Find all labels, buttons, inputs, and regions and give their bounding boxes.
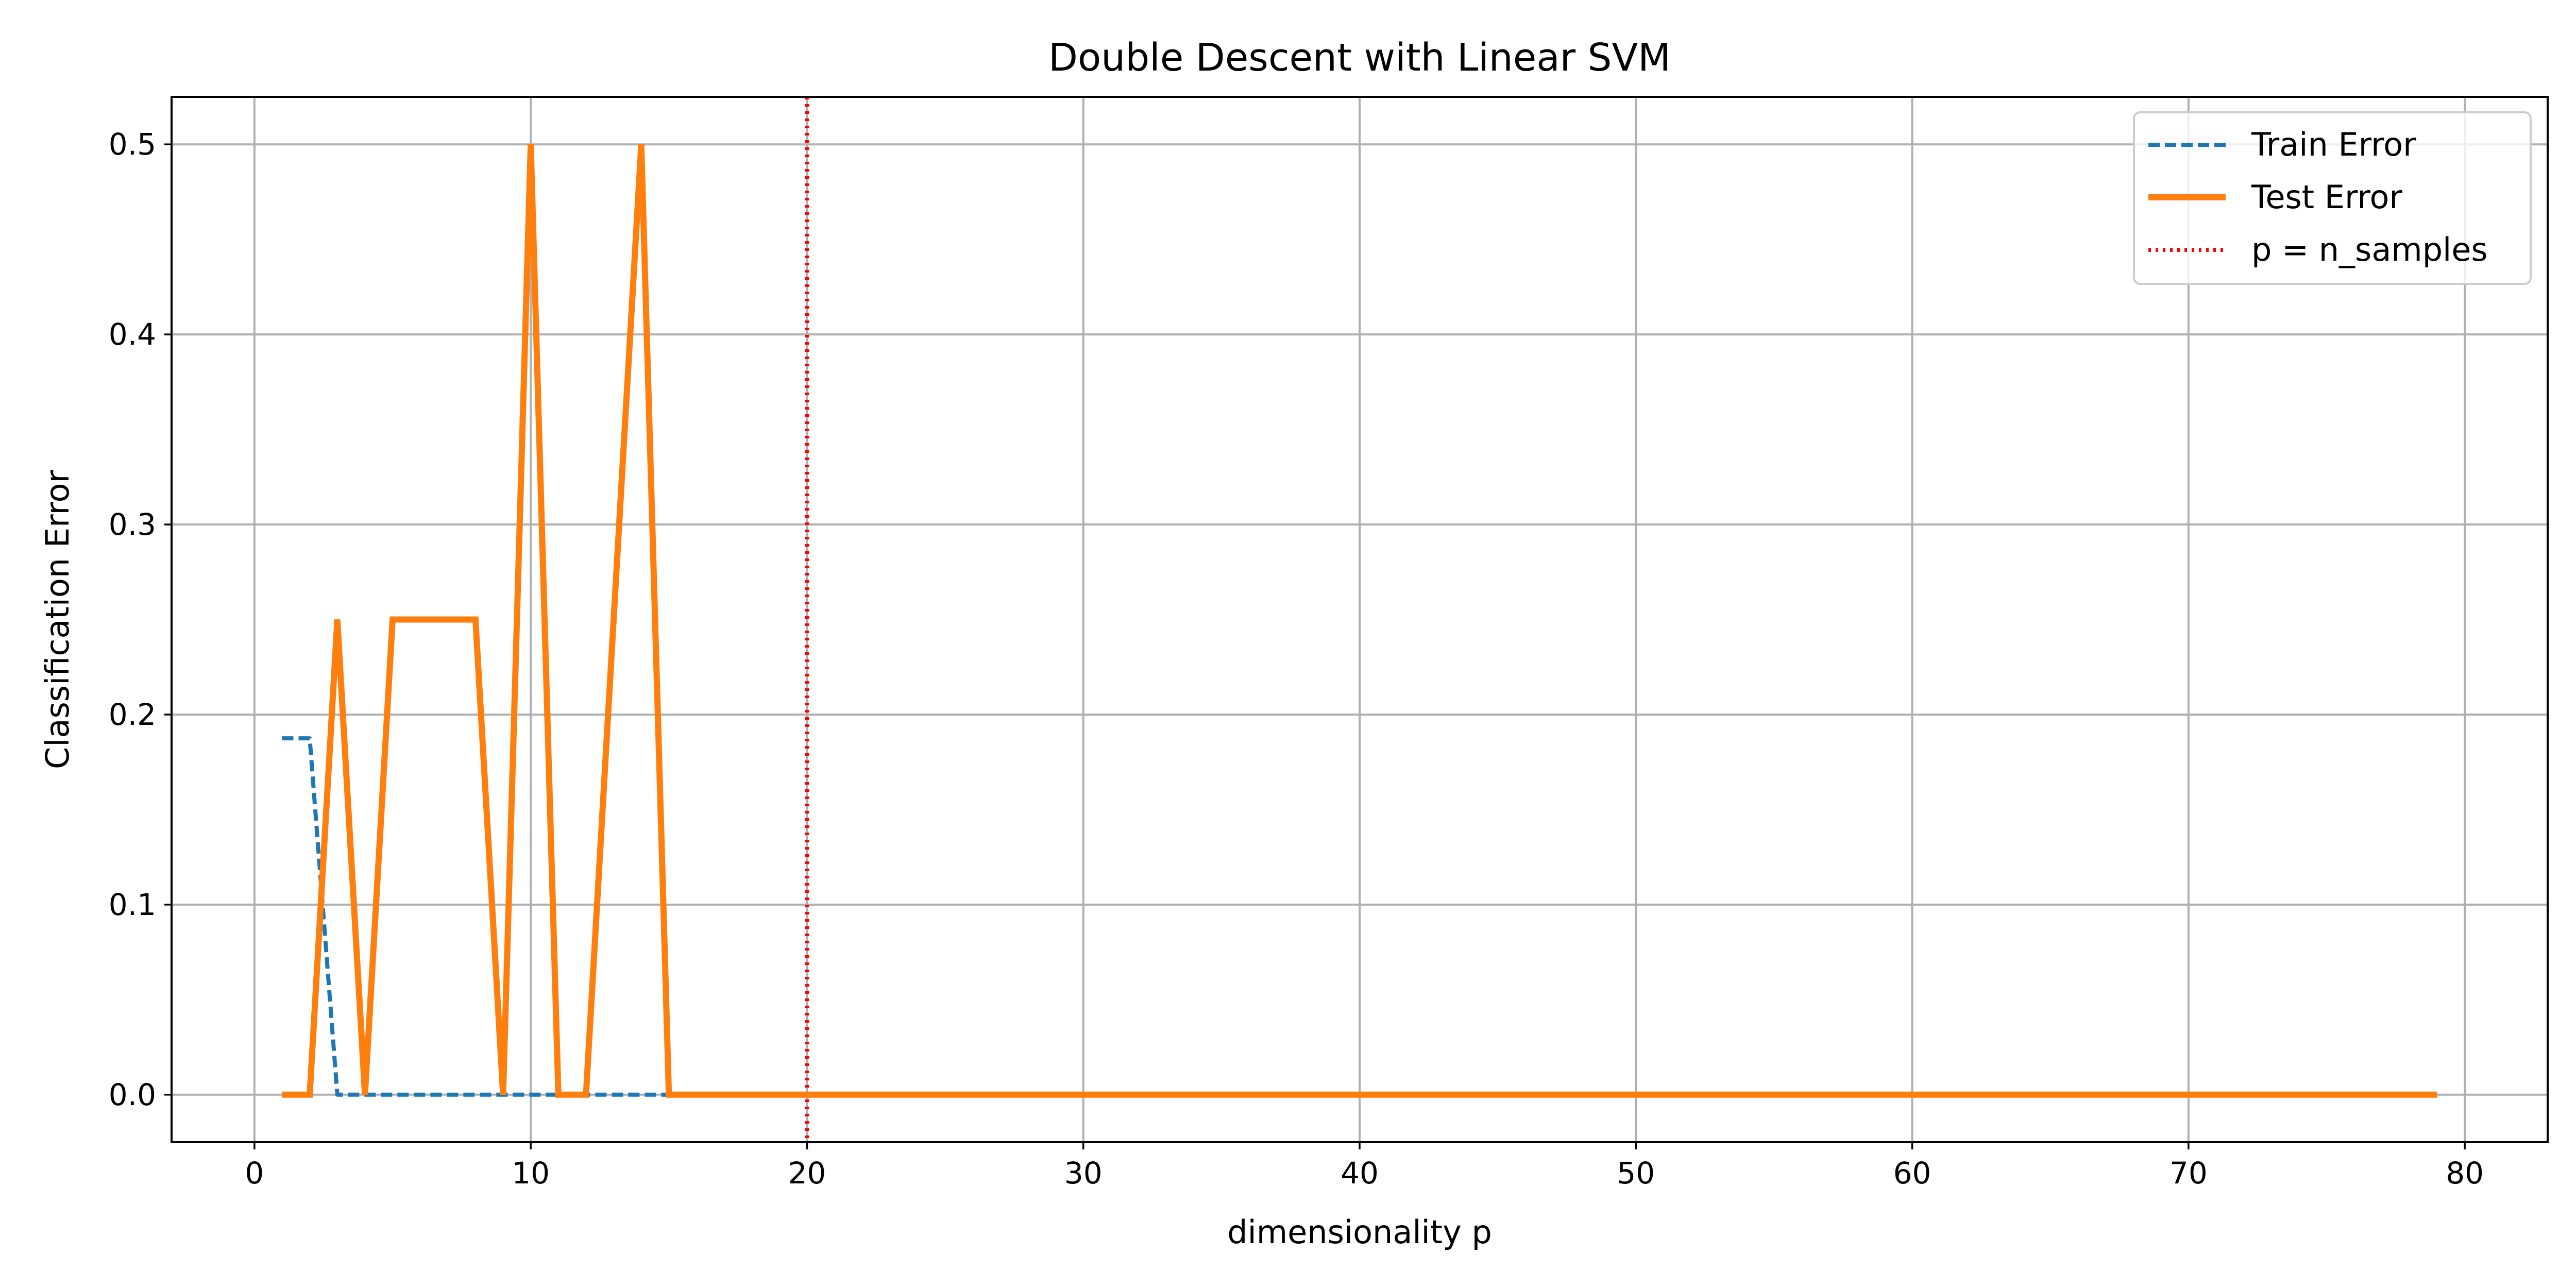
x-tick-label: 40 <box>1341 1156 1379 1191</box>
legend-label-p-n-samples: p = n_samples <box>2251 231 2488 268</box>
x-tick-label: 10 <box>512 1156 550 1191</box>
chart-title: Double Descent with Linear SVM <box>1048 36 1671 80</box>
y-axis-label: Classification Error <box>39 469 76 769</box>
legend: Train Error Test Error p = n_samples <box>2133 111 2532 285</box>
y-tick-label: 0.3 <box>109 507 156 542</box>
ticks: 0 10 20 30 40 50 60 70 80 0.0 0.1 0.2 0.3 0.4 0.5 <box>109 127 2484 1191</box>
y-tick-label: 0.1 <box>109 887 156 922</box>
series-layer <box>282 97 2437 1142</box>
legend-label-test-error: Test Error <box>2251 178 2402 216</box>
x-tick-label: 70 <box>2170 1156 2208 1191</box>
x-tick-label: 0 <box>245 1156 264 1191</box>
legend-box <box>2133 111 2532 285</box>
x-tick-label: 50 <box>1617 1156 1655 1191</box>
series-line-train-error <box>282 736 669 1097</box>
x-tick-label: 20 <box>788 1156 826 1191</box>
x-tick-label: 30 <box>1064 1156 1103 1191</box>
y-tick-label: 0.0 <box>109 1077 156 1112</box>
x-axis-label: dimensionality p <box>1227 1213 1492 1251</box>
y-tick-label: 0.2 <box>109 697 156 732</box>
x-tick-label: 60 <box>1893 1156 1931 1191</box>
series-line-test-error <box>282 144 2437 1098</box>
y-tick-label: 0.4 <box>109 317 156 352</box>
x-tick-label: 80 <box>2446 1156 2484 1191</box>
legend-label-train-error: Train Error <box>2251 126 2416 163</box>
y-tick-label: 0.5 <box>109 127 156 162</box>
